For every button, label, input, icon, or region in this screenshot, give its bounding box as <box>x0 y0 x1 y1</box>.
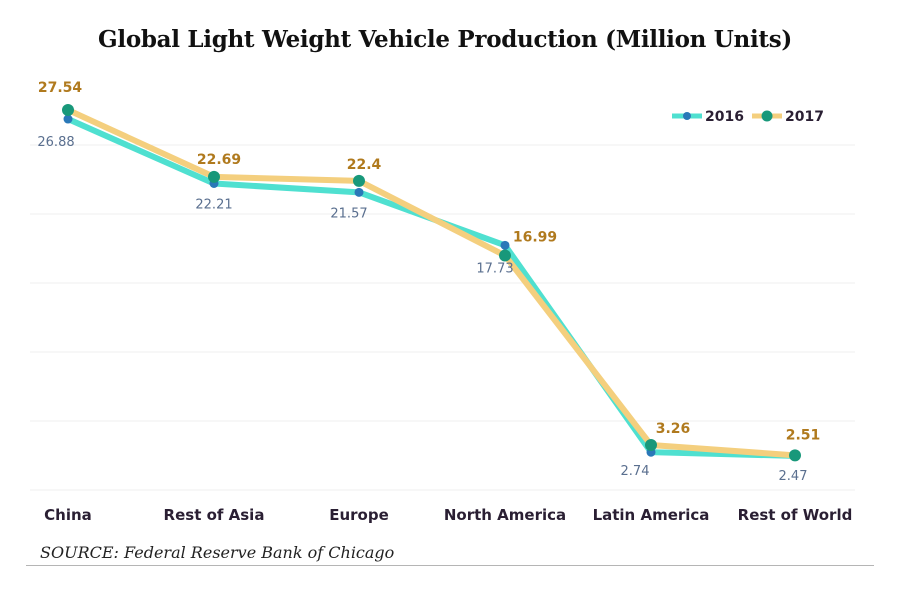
legend-swatch-marker-2017 <box>761 110 773 122</box>
legend-label-2017: 2017 <box>785 109 824 125</box>
data-point-2017 <box>499 249 511 262</box>
series-lines <box>65 106 798 459</box>
source-divider <box>26 565 874 566</box>
data-point-2017 <box>62 103 74 116</box>
series-line-2017 <box>65 106 798 459</box>
x-tick-label: Europe <box>329 506 389 524</box>
data-label-2017: 27.54 <box>38 80 83 96</box>
data-label-2016: 22.21 <box>195 198 232 213</box>
data-point-2017 <box>645 439 657 452</box>
x-tick-label: China <box>44 506 92 524</box>
data-label-2016: 2.74 <box>621 464 650 479</box>
legend-label-2016: 2016 <box>705 109 744 125</box>
x-tick-label: Rest of Asia <box>164 506 265 524</box>
data-point-2017 <box>353 174 365 187</box>
data-point-2016 <box>354 187 364 197</box>
legend: 2016 2017 <box>672 109 824 125</box>
data-label-2016: 21.57 <box>330 206 367 221</box>
data-point-2017 <box>208 170 220 183</box>
data-label-2017: 2.51 <box>786 427 821 443</box>
data-label-2017: 22.4 <box>347 157 382 173</box>
data-label-2017: 3.26 <box>656 421 691 437</box>
data-label-2016: 26.88 <box>37 135 74 150</box>
data-label-2017: 22.69 <box>197 152 241 168</box>
legend-swatch-marker-2016 <box>683 112 691 120</box>
source-note: SOURCE: Federal Reserve Bank of Chicago <box>40 543 395 562</box>
x-tick-label: North America <box>444 506 566 524</box>
data-label-2017: 16.99 <box>513 230 557 246</box>
series-markers <box>62 103 801 462</box>
data-label-2016: 2.47 <box>779 469 808 484</box>
x-axis-tick-labels: China Rest of Asia Europe North America Lati… <box>44 506 852 524</box>
data-labels: 26.88 22.21 21.57 17.73 2.74 2.47 27.54 22.69 22… <box>37 80 820 484</box>
data-point-2017 <box>789 449 801 462</box>
data-point-2016 <box>63 114 73 124</box>
data-point-2016 <box>500 240 510 250</box>
x-tick-label: Rest of World <box>738 506 853 524</box>
chart-title: Global Light Weight Vehicle Production (… <box>98 26 792 53</box>
data-label-2016: 17.73 <box>476 261 513 276</box>
series-line-2016 <box>65 116 798 459</box>
gridlines <box>30 144 855 491</box>
x-tick-label: Latin America <box>593 506 710 524</box>
